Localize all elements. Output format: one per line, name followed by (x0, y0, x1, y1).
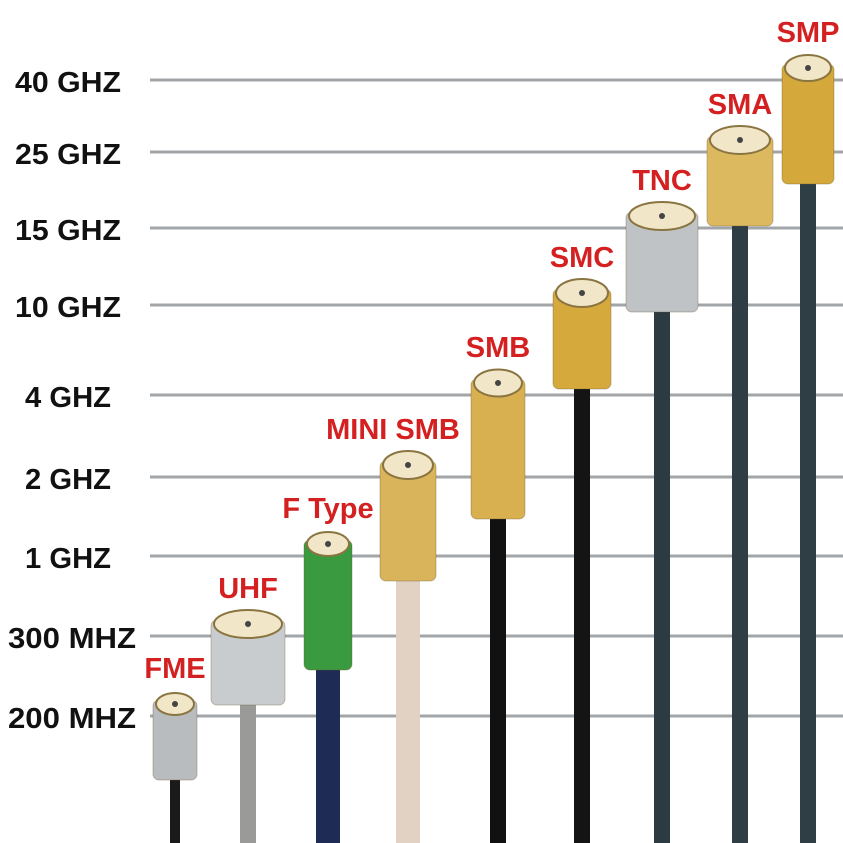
connector-label: F Type (282, 493, 373, 525)
connector-label: SMA (708, 89, 773, 121)
y-tick-label: 40 GHZ (15, 67, 121, 99)
connector-pin (495, 380, 501, 386)
y-tick-label: 2 GHZ (25, 464, 111, 496)
connector-pin (579, 290, 585, 296)
connector-pin (737, 137, 743, 143)
y-tick-label: 1 GHZ (25, 543, 111, 575)
y-tick-label: 25 GHZ (15, 139, 121, 171)
y-tick-label: 4 GHZ (25, 382, 111, 414)
connector-label: SMC (550, 242, 615, 274)
connector-pin (405, 462, 411, 468)
connector-pin (172, 701, 178, 707)
cable (732, 222, 748, 843)
connector-body (303, 539, 353, 671)
y-tick-label: 10 GHZ (15, 292, 121, 324)
connector-pin (325, 541, 331, 547)
y-tick-label: 15 GHZ (15, 215, 121, 247)
cable (316, 666, 340, 843)
connector-label: FME (144, 653, 205, 685)
connector-label: SMP (777, 17, 840, 49)
connector-label: MINI SMB (326, 414, 460, 446)
cable (800, 180, 816, 843)
connector-label: UHF (218, 573, 278, 605)
cable (240, 701, 256, 843)
cable (396, 577, 420, 843)
connector-label: TNC (632, 165, 692, 197)
cable (170, 776, 180, 843)
cable (490, 515, 506, 843)
cable (574, 385, 590, 843)
connector-pin (805, 65, 811, 71)
connector-label: SMB (466, 332, 530, 364)
cable (654, 308, 670, 843)
y-tick-label: 200 MHZ (8, 703, 136, 735)
connector-body (470, 378, 526, 520)
connector-pin (245, 621, 251, 627)
connector-pin (659, 213, 665, 219)
y-tick-label: 300 MHZ (8, 623, 136, 655)
